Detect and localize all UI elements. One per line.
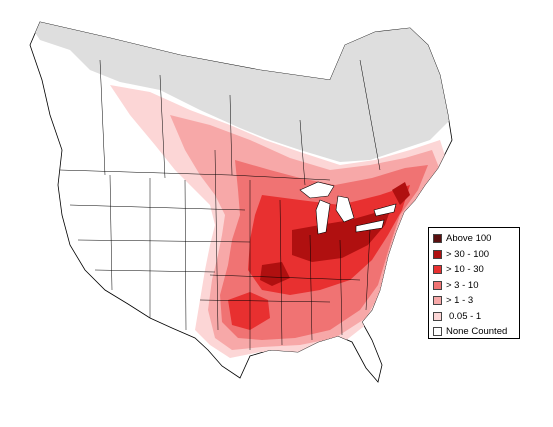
legend-label: > 1 - 3 bbox=[446, 295, 474, 306]
legend-item: 0.05 - 1 bbox=[433, 309, 519, 325]
state-boundaries bbox=[59, 59, 381, 350]
legend-label: > 30 - 100 bbox=[446, 248, 490, 260]
legend-label: > 10 - 30 bbox=[446, 264, 484, 275]
abundance-band-30-100 bbox=[392, 182, 410, 205]
legend-swatch bbox=[433, 311, 442, 321]
legend-label: 0.05 - 1 bbox=[449, 310, 482, 322]
legend-item: > 10 - 30 bbox=[433, 262, 519, 278]
legend-item: > 30 - 100 bbox=[433, 247, 519, 263]
legend-swatch bbox=[433, 296, 442, 306]
no-data-region bbox=[30, 22, 452, 162]
legend-swatch bbox=[433, 234, 442, 244]
legend-label: > 3 - 10 bbox=[446, 279, 479, 291]
legend-label: Above 100 bbox=[446, 233, 492, 244]
legend-swatch bbox=[433, 327, 442, 337]
abundance-band-10-30 bbox=[228, 292, 270, 330]
great-lakes bbox=[299, 181, 397, 235]
legend: Above 100 > 30 - 100 > 10 - 30 > 3 - 10 … bbox=[428, 227, 520, 339]
legend-item: > 1 - 3 bbox=[433, 293, 519, 309]
legend-item: None Counted bbox=[433, 324, 519, 340]
abundance-band-30-100 bbox=[292, 205, 392, 262]
legend-swatch bbox=[433, 280, 442, 290]
legend-swatch bbox=[433, 249, 442, 259]
legend-item: Above 100 bbox=[433, 231, 519, 247]
legend-swatch bbox=[433, 265, 442, 275]
abundance-band-30-100 bbox=[260, 262, 290, 286]
legend-item: > 3 - 10 bbox=[433, 278, 519, 294]
legend-label: None Counted bbox=[446, 326, 508, 337]
